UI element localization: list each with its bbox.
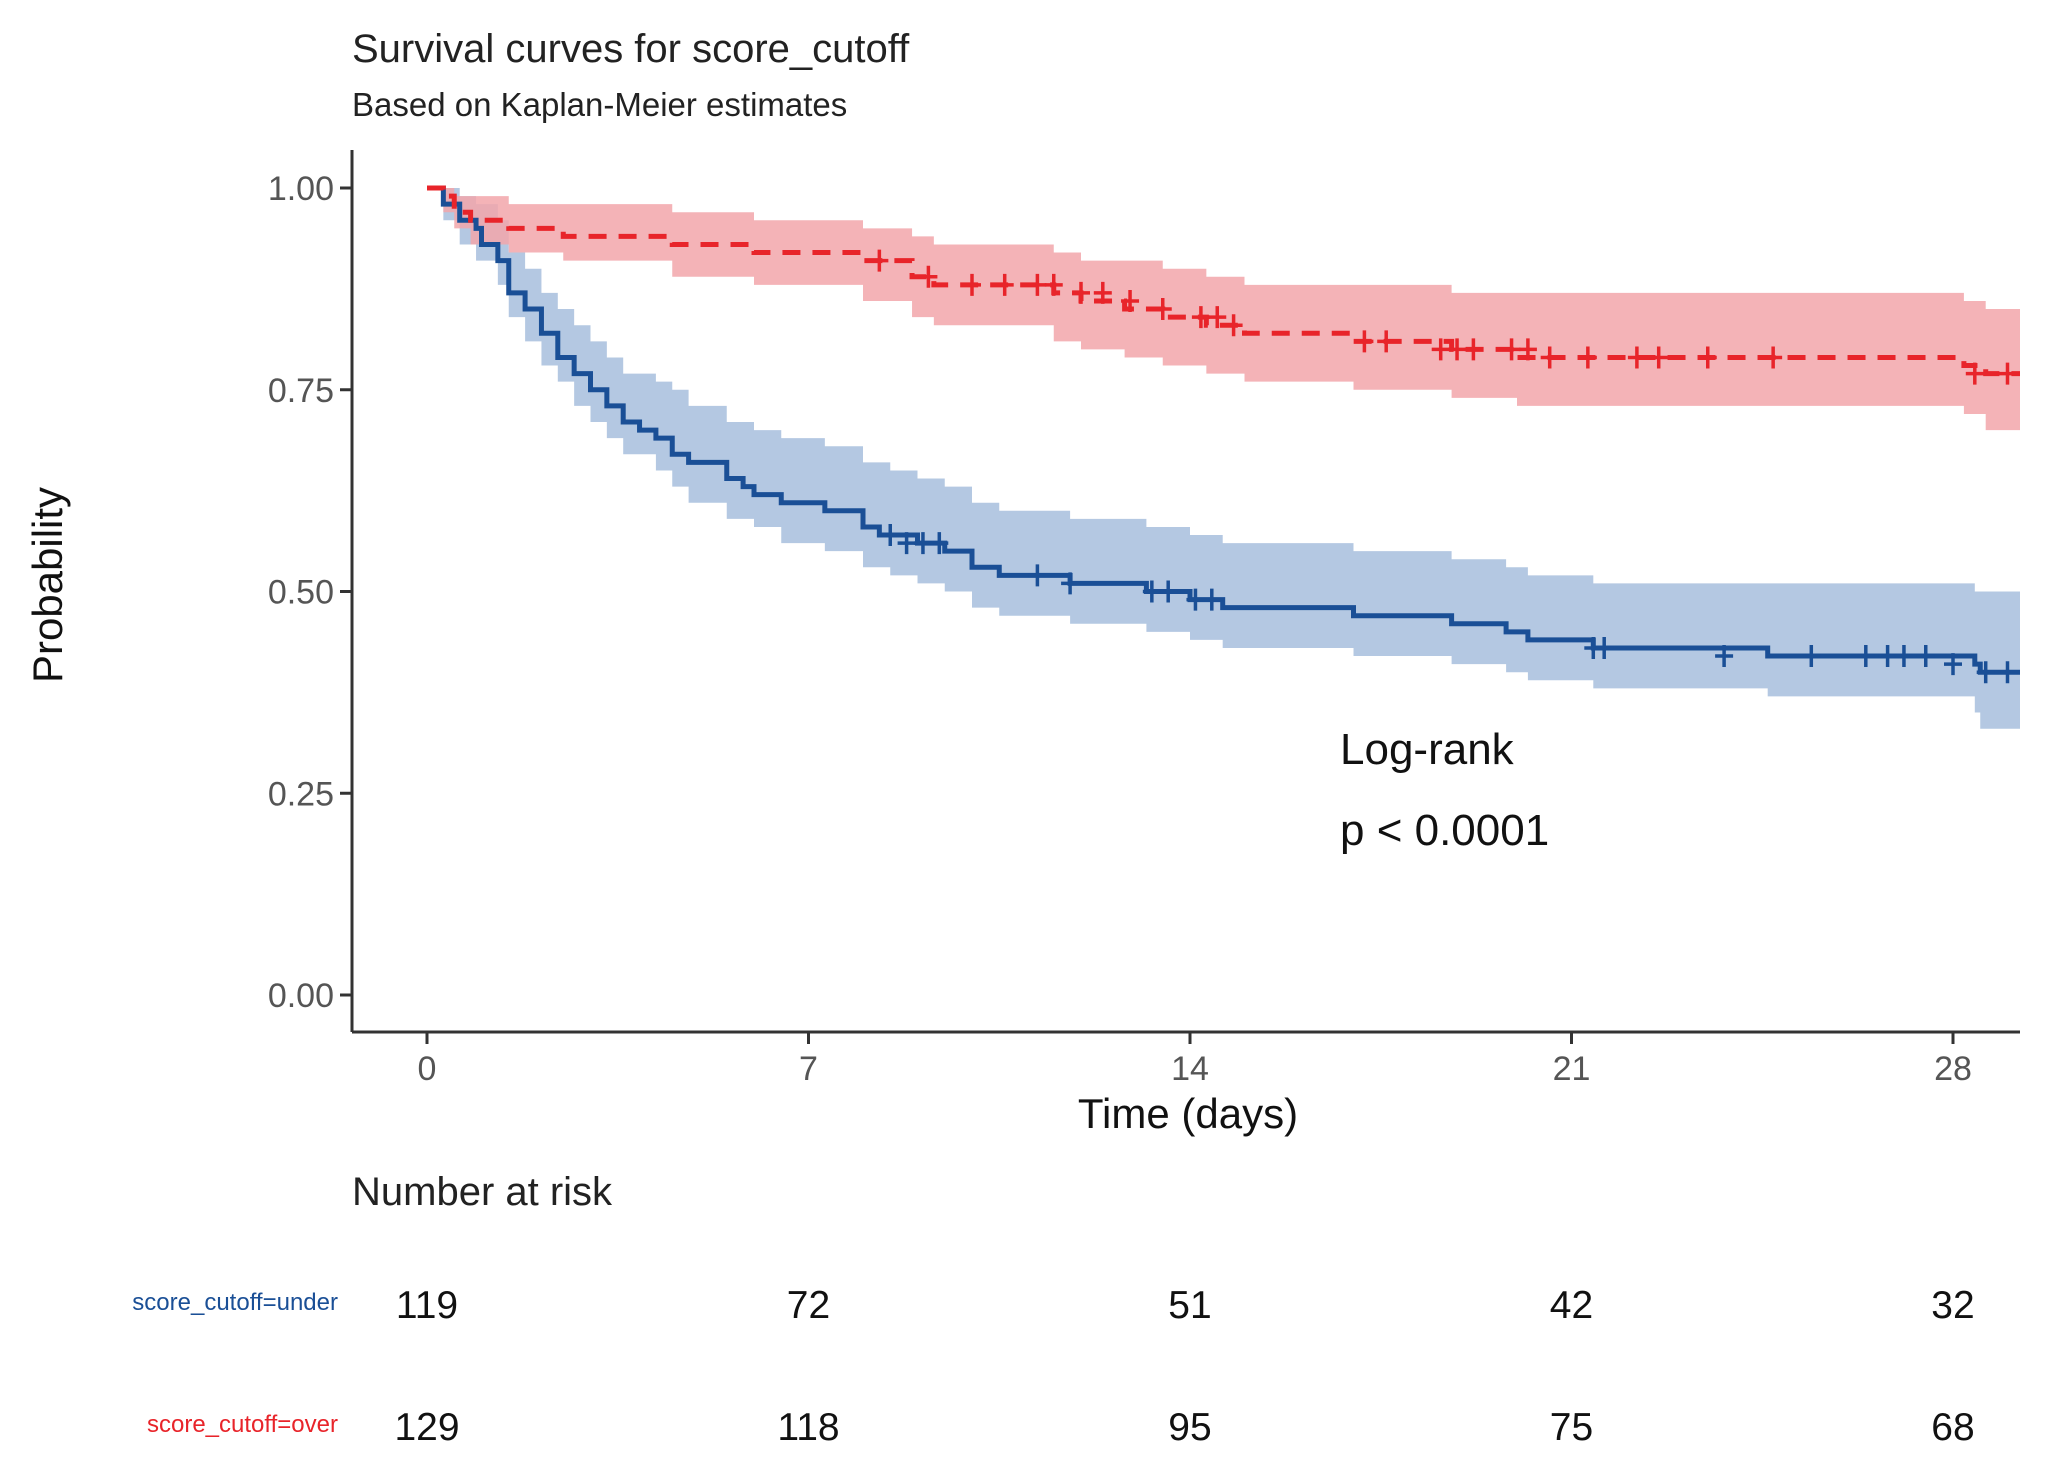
censor-mark-under: [1976, 661, 1995, 684]
logrank-label: Log-rank: [1340, 725, 1515, 774]
censor-mark-under: [1186, 588, 1205, 611]
logrank-pvalue: p < 0.0001: [1340, 806, 1549, 855]
censor-mark-under: [1916, 645, 1935, 668]
censor-mark-over: [1518, 338, 1537, 361]
risk-count-over: 75: [1550, 1406, 1593, 1449]
censor-mark-over: [1191, 306, 1210, 329]
risk-count-over: 118: [777, 1406, 839, 1449]
censor-mark-over: [1698, 346, 1717, 369]
censor-mark-over: [963, 273, 981, 296]
censor-mark-under: [1944, 653, 1962, 676]
y-tick-label: 0.25: [268, 775, 334, 813]
censor-mark-over: [1578, 346, 1597, 369]
censor-mark-over: [870, 249, 889, 272]
censor-mark-over: [1627, 346, 1646, 369]
y-tick-label: 0.50: [268, 574, 334, 612]
censor-mark-over: [1764, 346, 1783, 369]
x-tick-label: 0: [418, 1050, 437, 1088]
censor-mark-over: [1377, 330, 1396, 353]
censor-mark-over: [1224, 314, 1243, 337]
risk-count-over: 95: [1168, 1406, 1211, 1449]
risk-row-label-over: score_cutoff=over: [147, 1411, 338, 1438]
censor-mark-under: [1159, 580, 1178, 603]
censor-mark-under: [1802, 645, 1821, 668]
risk-count-under: 32: [1931, 1284, 1974, 1327]
censor-mark-under: [1856, 645, 1875, 668]
censor-mark-under: [1894, 645, 1913, 668]
censor-mark-over: [1153, 298, 1172, 321]
censor-mark-over: [1072, 281, 1090, 304]
chart-subtitle: Based on Kaplan-Meier estimates: [352, 86, 847, 123]
ci-band-under: [427, 188, 2020, 729]
censor-mark-over: [995, 273, 1014, 296]
x-axis-title: Time (days): [1078, 1090, 1298, 1137]
risk-count-under: 42: [1550, 1284, 1593, 1327]
censor-mark-over: [1208, 306, 1227, 329]
risk-table-title: Number at risk: [352, 1170, 613, 1214]
x-tick-label: 21: [1553, 1050, 1591, 1088]
chart-title: Survival curves for score_cutoff: [352, 27, 910, 71]
risk-count-over: 68: [1931, 1406, 1974, 1449]
x-tick-label: 28: [1934, 1050, 1972, 1088]
censor-mark-over: [1028, 273, 1047, 296]
censor-mark-over: [1044, 273, 1063, 296]
x-tick-label: 7: [799, 1050, 818, 1088]
risk-count-under: 119: [396, 1284, 458, 1327]
censor-mark-under: [1142, 580, 1161, 603]
censor-mark-under: [1595, 636, 1614, 659]
survival-line-under: [427, 185, 2020, 675]
censor-mark-over: [1998, 362, 2017, 385]
censor-mark-over: [1502, 338, 1521, 361]
censor-mark-under: [1028, 564, 1047, 587]
censor-mark-under: [1061, 572, 1080, 595]
censor-mark-over: [1093, 281, 1112, 304]
censor-mark-under: [1878, 645, 1897, 668]
y-axis-title: Probability: [24, 487, 71, 683]
censor-mark-under: [1998, 661, 2017, 684]
ci-band-over: [427, 188, 2020, 431]
risk-count-under: 72: [787, 1284, 830, 1327]
censor-mark-under: [1202, 588, 1221, 611]
censor-mark-under: [881, 524, 900, 547]
x-tick-label: 14: [1171, 1050, 1209, 1088]
censor-mark-over: [1355, 330, 1374, 353]
censor-mark-under: [913, 532, 932, 555]
censor-mark-over: [1121, 289, 1140, 312]
censor-mark-over: [1965, 362, 1984, 385]
risk-row-label-under: score_cutoff=under: [132, 1289, 338, 1316]
censor-mark-over: [1431, 338, 1450, 361]
risk-count-over: 129: [394, 1406, 459, 1449]
censor-mark-over: [1540, 346, 1559, 369]
censor-mark-under: [897, 532, 916, 555]
y-tick-label: 0.75: [268, 372, 334, 410]
y-tick-label: 1.00: [268, 170, 334, 208]
censor-mark-under: [930, 532, 949, 555]
risk-count-under: 51: [1168, 1284, 1211, 1327]
censor-mark-under: [1715, 645, 1734, 668]
censor-mark-over: [1464, 338, 1483, 361]
y-tick-label: 0.00: [268, 977, 334, 1015]
censor-mark-over: [1448, 338, 1467, 361]
censor-mark-over: [919, 265, 938, 288]
censor-mark-over: [1649, 346, 1668, 369]
